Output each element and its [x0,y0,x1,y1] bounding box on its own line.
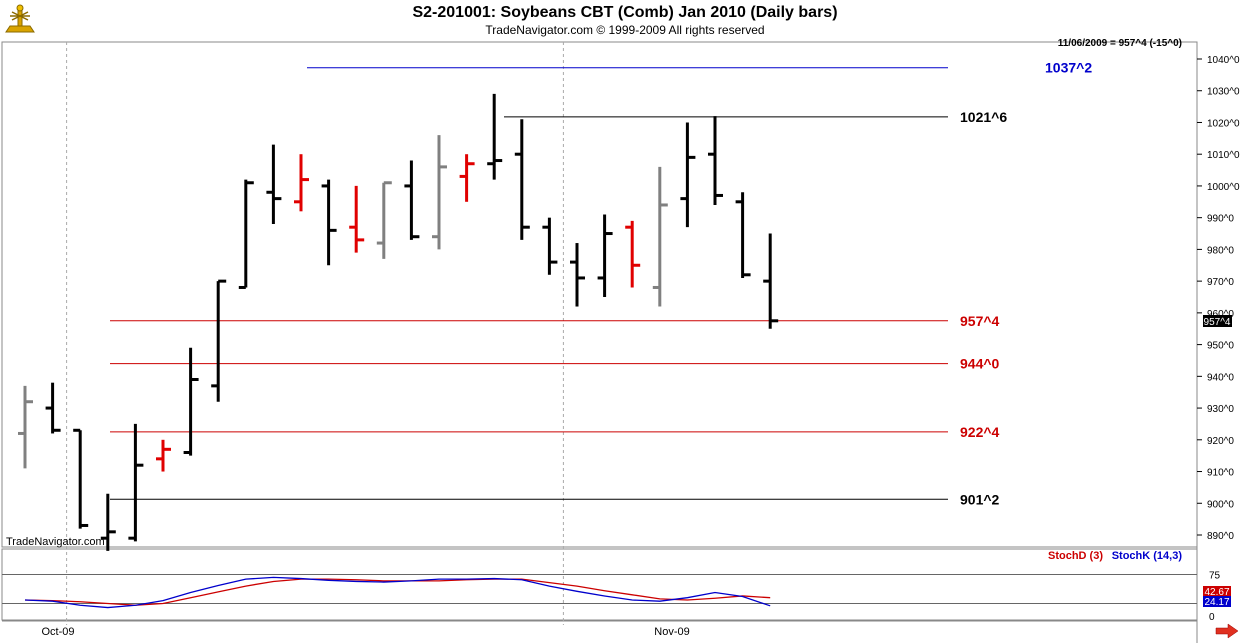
y-tick-label: 970^0 [1207,277,1234,288]
chart-frame [1,41,1198,643]
ohlc-bar [597,214,613,297]
ohlc-bar [404,160,420,240]
ohlc-bar [18,385,33,469]
last-price-label: 957^4 [1204,317,1231,328]
level-label: 922^4 [960,424,1000,440]
ohlc-bar [294,154,309,212]
chart-title: S2-201001: Soybeans CBT (Comb) Jan 2010 … [412,4,838,21]
ohlc-bar [652,166,668,307]
legend-stochk: StochK (14,3) [1112,550,1183,562]
y-tick-label: 910^0 [1207,468,1234,479]
chart-grid [66,42,564,625]
y-tick-label: 990^0 [1207,214,1234,225]
x-tick-label-nov: Nov-09 [654,626,689,638]
y-tick-label: 1010^0 [1207,150,1240,161]
legend-stochd: StochD (3) [1048,550,1103,562]
scroll-right-arrow-icon[interactable] [1215,623,1239,639]
y-tick-label: 890^0 [1207,531,1234,542]
y-tick-label: 900^0 [1207,499,1234,510]
ohlc-bar [680,122,696,228]
y-tick-label: 950^0 [1207,341,1234,352]
trade-navigator-logo[interactable] [2,2,38,38]
level-label: 1021^6 [960,109,1007,125]
ohlc-bar [45,382,61,434]
last-price-badge [1203,315,1232,327]
price-axis: 890^0 900^0 910^0 920^0 930^0 940^0 950^0 960^0… [1197,55,1240,542]
stoch-last-value: 24.17 [1204,597,1229,608]
ohlc-bar [542,217,558,275]
ohlc-bar [514,119,530,240]
y-tick-label: 1000^0 [1207,182,1240,193]
y-tick-label: 940^0 [1207,372,1234,383]
y-tick-label: 920^0 [1207,436,1234,447]
level-label: 901^2 [960,491,1000,507]
ohlc-bar [73,428,89,529]
level-label: 1037^2 [1045,60,1092,76]
watermark: TradeNavigator.com [6,536,105,548]
ohlc-bar [487,93,503,180]
chart-header: S2-201001: Soybeans CBT (Comb) Jan 2010 … [0,0,1250,42]
ohlc-bar [763,233,779,329]
price-bars [18,93,779,551]
stoch-panel-border [1,548,1198,621]
y-tick-label: 930^0 [1207,404,1234,415]
ohlc-bar [432,135,447,250]
stoch-y-tick-label: 75 [1209,571,1221,582]
ohlc-bar [128,423,144,542]
ohlc-bar [735,192,751,278]
y-tick-label: 1020^0 [1207,118,1240,129]
ohlc-bar [156,439,171,472]
ohlc-bar [266,144,282,225]
price-levels: 1037^2 1021^6 957^4 944^0 922^4 901^2 [110,60,1092,507]
level-label: 944^0 [960,356,1000,372]
ohlc-bar [211,279,227,402]
y-tick-label: 980^0 [1207,245,1234,256]
level-label: 957^4 [960,313,1000,329]
ohlc-bar [459,154,475,202]
ohlc-bar [625,220,641,288]
y-tick-label: 960^0 [1207,309,1234,320]
status-readout: 11/06/2009 = 957^4 (-15^0) [1058,38,1182,49]
ohlc-bar [708,116,723,205]
y-tick-label: 1040^0 [1207,55,1240,66]
ohlc-bar [349,185,365,253]
ohlc-bar [238,179,254,289]
stoch-series-line [24,576,771,609]
y-tick-label: 1030^0 [1207,87,1240,98]
ohlc-bar [570,243,585,307]
copyright-text: TradeNavigator.com © 1999-2009 All right… [485,23,765,37]
ohlc-bar [321,179,337,266]
stoch-last-value: 42.67 [1204,587,1229,598]
ohlc-bar [100,493,116,551]
stoch-last-badge [1203,586,1231,597]
x-tick-label-oct: Oct-09 [41,626,74,638]
ohlc-bar [183,347,199,456]
stoch-last-badge [1203,596,1231,607]
price-panel-border [1,41,1198,548]
ohlc-bar [376,181,392,259]
stoch-y-tick-label: 0 [1209,612,1215,623]
